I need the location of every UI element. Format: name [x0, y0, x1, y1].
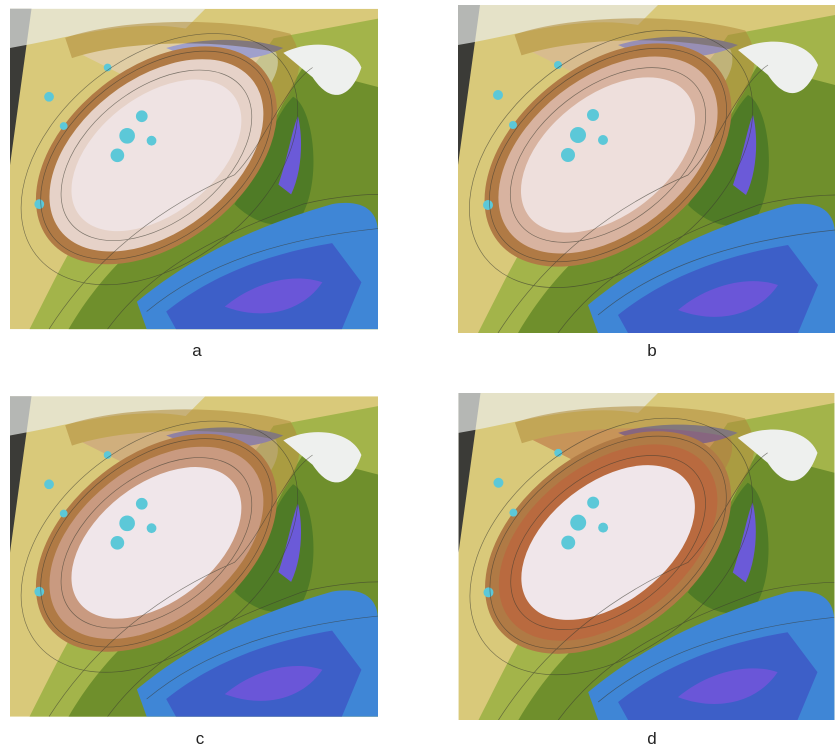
- figure: a b c d: [0, 0, 835, 751]
- panel-label: b: [632, 341, 672, 361]
- map-panel-d: [458, 393, 835, 720]
- map-panel-a: [10, 5, 378, 333]
- map-panel-b: [458, 5, 835, 333]
- panel-label: d: [632, 729, 672, 749]
- panel-label: c: [180, 729, 220, 749]
- panel-label: a: [177, 341, 217, 361]
- map-panel-c: [10, 393, 378, 720]
